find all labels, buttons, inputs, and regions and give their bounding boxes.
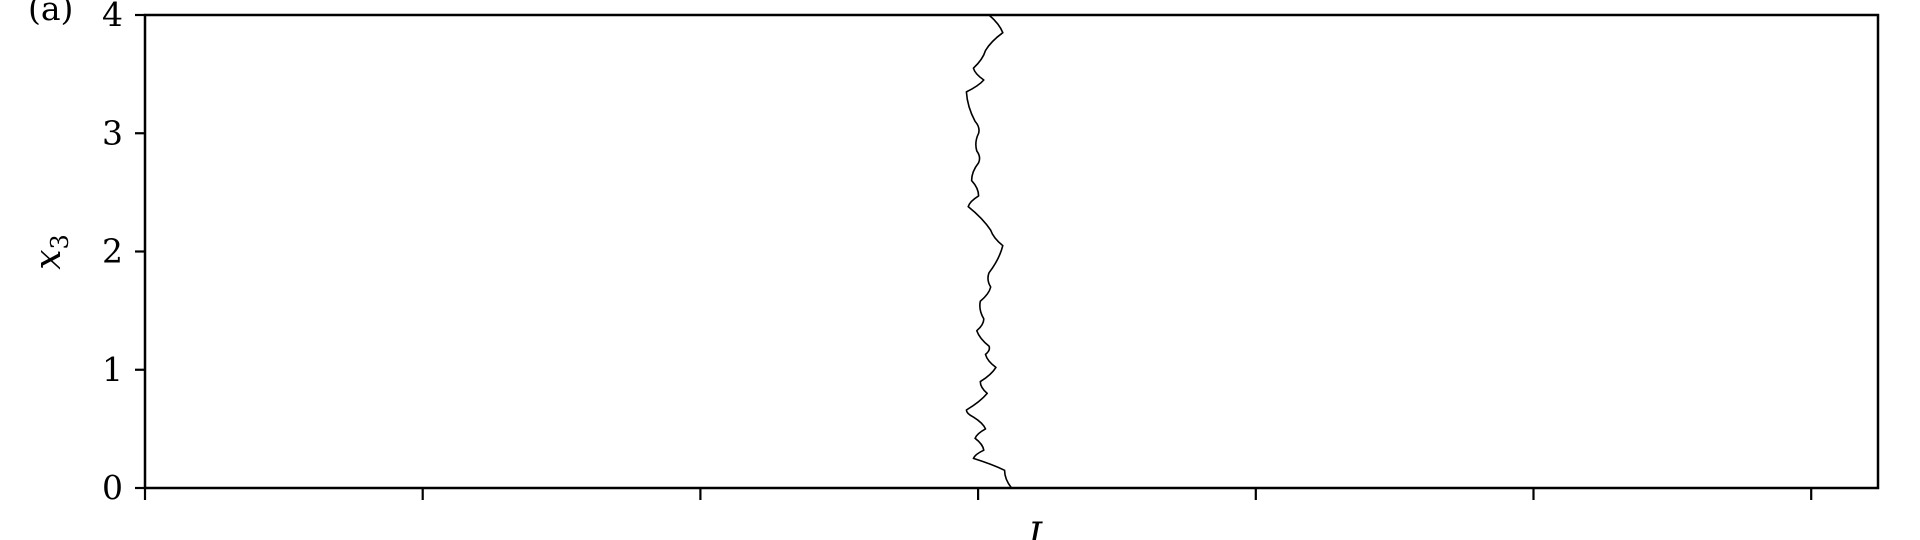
y-axis-title: x3 [28, 234, 74, 270]
svg-text:x3: x3 [28, 234, 74, 270]
plot-frame [143, 13, 1880, 490]
panel-label: (a) [28, 0, 73, 28]
y-tick-label: 0 [102, 468, 123, 507]
y-tick-label: 1 [102, 350, 123, 389]
y-tick-label: 2 [102, 232, 123, 271]
x-axis [143, 488, 1813, 500]
x-axis-title-fragment: L [1027, 516, 1052, 540]
y-tick-label: 4 [102, 0, 123, 34]
front-line [965, 14, 1013, 489]
y-tick-label: 3 [102, 113, 123, 152]
y-axis-title-subscript: 3 [46, 234, 74, 249]
y-axis: 0 1 2 3 4 [102, 0, 145, 507]
y-axis-title-main: x [28, 249, 69, 269]
